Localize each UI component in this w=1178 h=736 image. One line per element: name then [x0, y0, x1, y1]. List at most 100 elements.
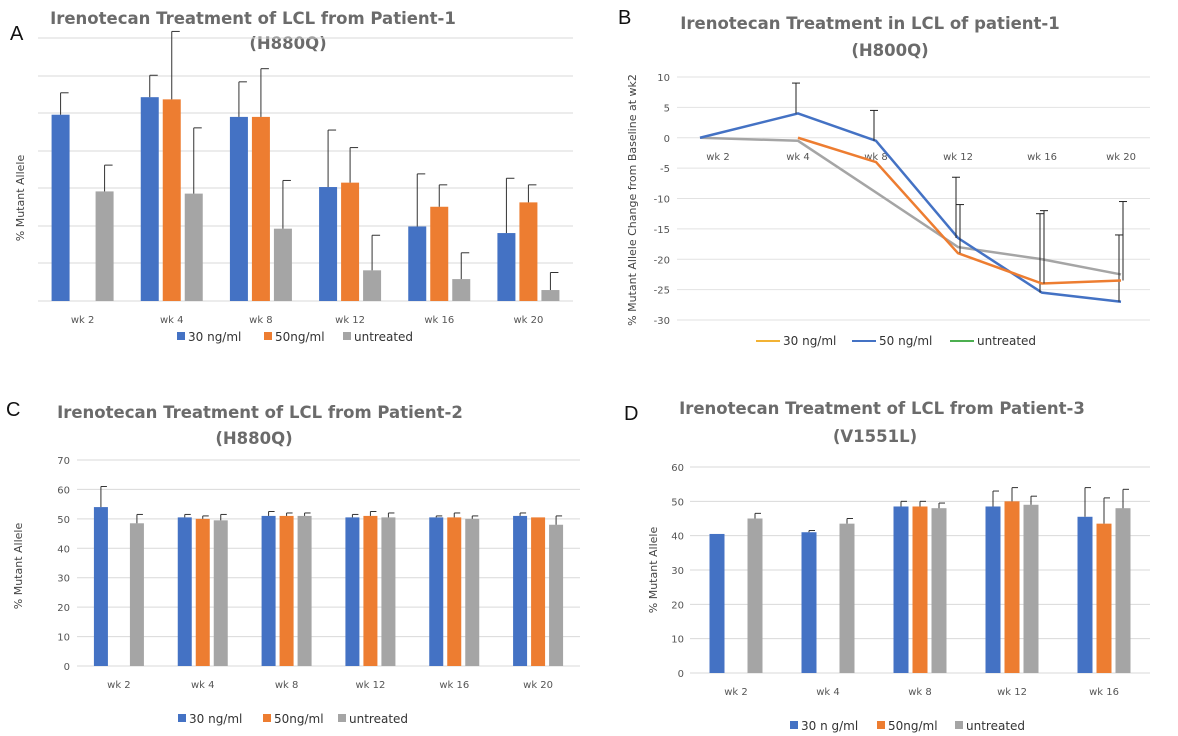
chart-a-bar-0-2: [229, 116, 248, 302]
chart-d-ytick-label: 10: [671, 635, 684, 646]
chart-b-title-line2: (H800Q): [851, 41, 928, 60]
chart-c-xtick-label: wk 12: [355, 680, 385, 691]
chart-d-legend: 30 n g/ml 50ng/ml untreated: [790, 719, 1025, 733]
chart-b-title-line1: Irenotecan Treatment in LCL of patient-1: [680, 14, 1060, 33]
legend-a-swatch-50: [264, 332, 272, 340]
chart-b: 10 5 0 -5 -10 -15 -20 -25 -30 wk 2 wk 4 wk 8 wk 12 wk…: [654, 73, 1150, 327]
chart-c-bar-2-3: [381, 517, 396, 666]
chart-b-xtick-label: wk 2: [706, 152, 730, 163]
chart-a-bar-0-4: [408, 226, 427, 301]
chart-a-bar-1-1: [162, 99, 181, 301]
chart-a-bar-0-1: [140, 97, 159, 301]
chart-a-bar-2-5: [541, 290, 560, 301]
legend-a-swatch-untreated: [343, 332, 351, 340]
chart-c-xtick-label: wk 2: [107, 680, 131, 691]
legend-b-label-50: 50 ng/ml: [879, 334, 932, 348]
legend-c-swatch-30: [178, 714, 186, 722]
chart-d-bar-0-1: [801, 532, 817, 673]
chart-d-ytick-label: 0: [678, 669, 684, 680]
chart-c-bar-2-4: [465, 518, 480, 666]
chart-c-ytick-label: 50: [57, 515, 70, 526]
chart-c-bar-0-2: [261, 515, 276, 666]
chart-b-series-line-2: [699, 136, 1122, 276]
chart-d-ytick-label: 20: [671, 600, 684, 611]
legend-c-label-untreated: untreated: [349, 712, 408, 726]
chart-c-bar-2-5: [549, 524, 564, 666]
chart-a-bar-1-5: [519, 202, 538, 301]
panel-letter-d: D: [624, 403, 638, 425]
chart-a-xtick-label: wk 2: [71, 315, 95, 326]
panel-letter-a: A: [10, 23, 24, 45]
chart-a-xtick-label: wk 20: [513, 315, 543, 326]
chart-c-xtick-label: wk 8: [275, 680, 299, 691]
chart-a-ylabel: % Mutant Allele: [14, 155, 27, 242]
chart-b-ytick-label: -5: [660, 164, 670, 175]
legend-d-swatch-30: [790, 721, 798, 729]
chart-d-ytick-label: 60: [671, 463, 684, 474]
chart-b-xtick-label: wk 4: [786, 152, 810, 163]
chart-b-series-line-1: [699, 112, 1122, 304]
chart-d-ytick-label: 30: [671, 566, 684, 577]
chart-c-bar-0-1: [177, 517, 192, 666]
chart-a-bar-0-5: [497, 233, 516, 301]
chart-a-xtick-label: wk 12: [335, 315, 365, 326]
chart-c-bar-2-2: [297, 515, 312, 666]
chart-b-ylabel: % Mutant Allele Change from Baseline at …: [626, 74, 639, 326]
chart-d-bar-2-4: [1115, 508, 1131, 673]
chart-d-xtick-label: wk 16: [1089, 687, 1119, 698]
chart-d-bar-2-0: [747, 518, 763, 673]
chart-c-title-line1: Irenotecan Treatment of LCL from Patient…: [57, 403, 463, 422]
chart-a-title-line2: (H880Q): [249, 34, 326, 53]
chart-c-bar-1-2: [279, 515, 294, 666]
chart-a-bar-1-3: [341, 182, 360, 301]
chart-d-xtick-label: wk 4: [816, 687, 840, 698]
chart-b-ytick-label: -10: [654, 195, 670, 206]
chart-c-bar-2-1: [213, 520, 228, 666]
chart-a-xtick-label: wk 4: [160, 315, 184, 326]
chart-a-bar-2-2: [273, 228, 292, 301]
legend-b-label-30: 30 ng/ml: [783, 334, 836, 348]
chart-c-ylabel: % Mutant Allele: [12, 523, 25, 610]
chart-c-ytick-label: 10: [57, 633, 70, 644]
chart-c-title-line2: (H880Q): [215, 429, 292, 448]
chart-d-bar-0-2: [893, 506, 909, 673]
legend-d-label-30: 30 n g/ml: [801, 719, 858, 733]
panel-letter-b: B: [618, 7, 631, 29]
chart-a-bar-0-0: [51, 114, 70, 301]
chart-b-xtick-label: wk 16: [1027, 152, 1057, 163]
chart-b-ytick-label: -25: [654, 286, 670, 297]
chart-a-legend: 30 ng/ml 50ng/ml untreated: [177, 330, 413, 344]
chart-a-xtick-label: wk 16: [424, 315, 454, 326]
chart-d-bar-0-3: [985, 506, 1001, 673]
chart-d-bar-0-4: [1077, 516, 1093, 673]
legend-d-swatch-untreated: [955, 721, 963, 729]
chart-d-title-line2: (V1551L): [833, 427, 917, 446]
chart-c-ytick-label: 40: [57, 544, 70, 555]
chart-c: 0 10 20 30 40 50 60 70 wk 2 wk 4 wk 8 wk 12 wk 16 wk …: [57, 456, 580, 691]
chart-a-xtick-label: wk 8: [249, 315, 273, 326]
chart-c-ytick-label: 30: [57, 574, 70, 585]
chart-c-ytick-label: 70: [57, 456, 70, 467]
chart-d-ytick-label: 40: [671, 532, 684, 543]
chart-c-bar-2-0: [129, 523, 144, 666]
chart-b-ytick-label: -20: [654, 255, 670, 266]
chart-c-bar-0-0: [93, 507, 108, 666]
chart-b-ytick-label: -30: [654, 316, 670, 327]
chart-b-ytick-label: 10: [657, 73, 670, 84]
chart-d-bar-2-3: [1023, 504, 1039, 673]
chart-d-xtick-label: wk 12: [997, 687, 1027, 698]
chart-d-xtick-label: wk 2: [724, 687, 748, 698]
chart-d-bar-1-2: [912, 506, 928, 673]
chart-d-title-line1: Irenotecan Treatment of LCL from Patient…: [679, 399, 1085, 418]
chart-c-xtick-label: wk 4: [191, 680, 215, 691]
legend-a-label-50: 50ng/ml: [275, 330, 325, 344]
chart-b-ytick-label: 5: [664, 103, 670, 114]
chart-c-ytick-label: 20: [57, 603, 70, 614]
chart-d-bar-1-3: [1004, 501, 1020, 673]
legend-c-label-30: 30 ng/ml: [189, 712, 242, 726]
chart-a-bar-2-3: [363, 270, 382, 301]
chart-a-bar-2-1: [184, 193, 203, 301]
chart-c-bar-0-3: [345, 517, 360, 666]
